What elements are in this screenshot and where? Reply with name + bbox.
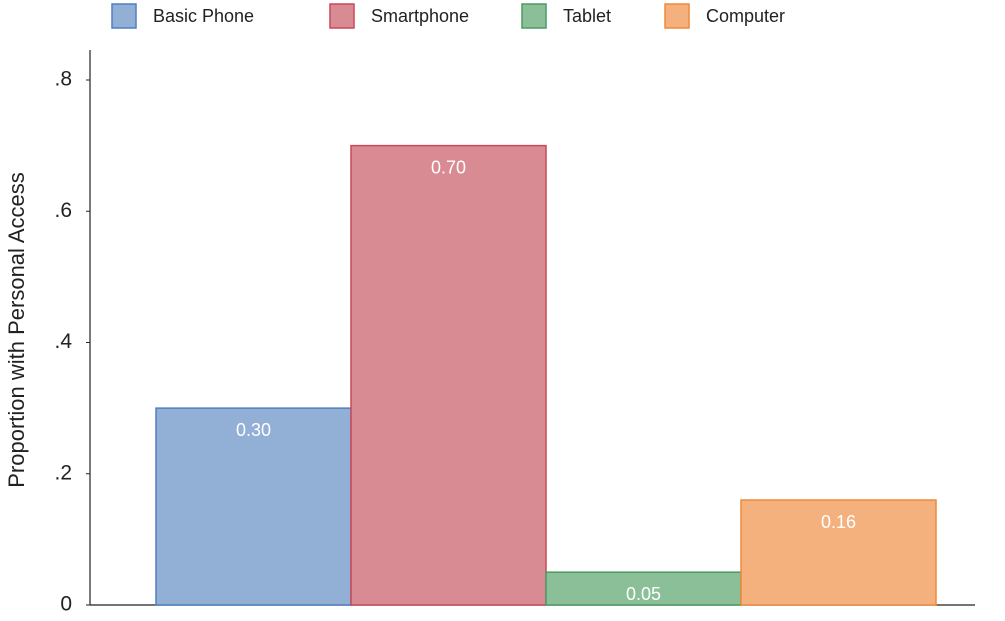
legend-swatch [329, 3, 355, 29]
y-axis-label: Proportion with Personal Access [4, 172, 29, 488]
y-tick-label: 0 [60, 593, 72, 616]
legend-label: Computer [706, 6, 785, 26]
legend-label: Smartphone [371, 6, 469, 26]
y-tick-label: .2 [54, 461, 72, 484]
legend-label: Tablet [563, 6, 611, 26]
value-label: 0.05 [626, 584, 661, 604]
value-label: 0.16 [821, 512, 856, 532]
value-label: 0.70 [431, 157, 466, 177]
bar [155, 407, 352, 606]
legend-swatch [521, 3, 547, 29]
y-tick-label: .4 [54, 330, 72, 353]
legend-swatch [111, 3, 137, 29]
bar [545, 571, 742, 606]
y-tick-label: .8 [54, 68, 72, 91]
value-label: 0.30 [236, 420, 271, 440]
legend-swatch [664, 3, 690, 29]
y-tick-label: .6 [54, 199, 72, 222]
bar [740, 499, 937, 606]
legend-label: Basic Phone [153, 6, 254, 26]
bar [350, 144, 547, 606]
